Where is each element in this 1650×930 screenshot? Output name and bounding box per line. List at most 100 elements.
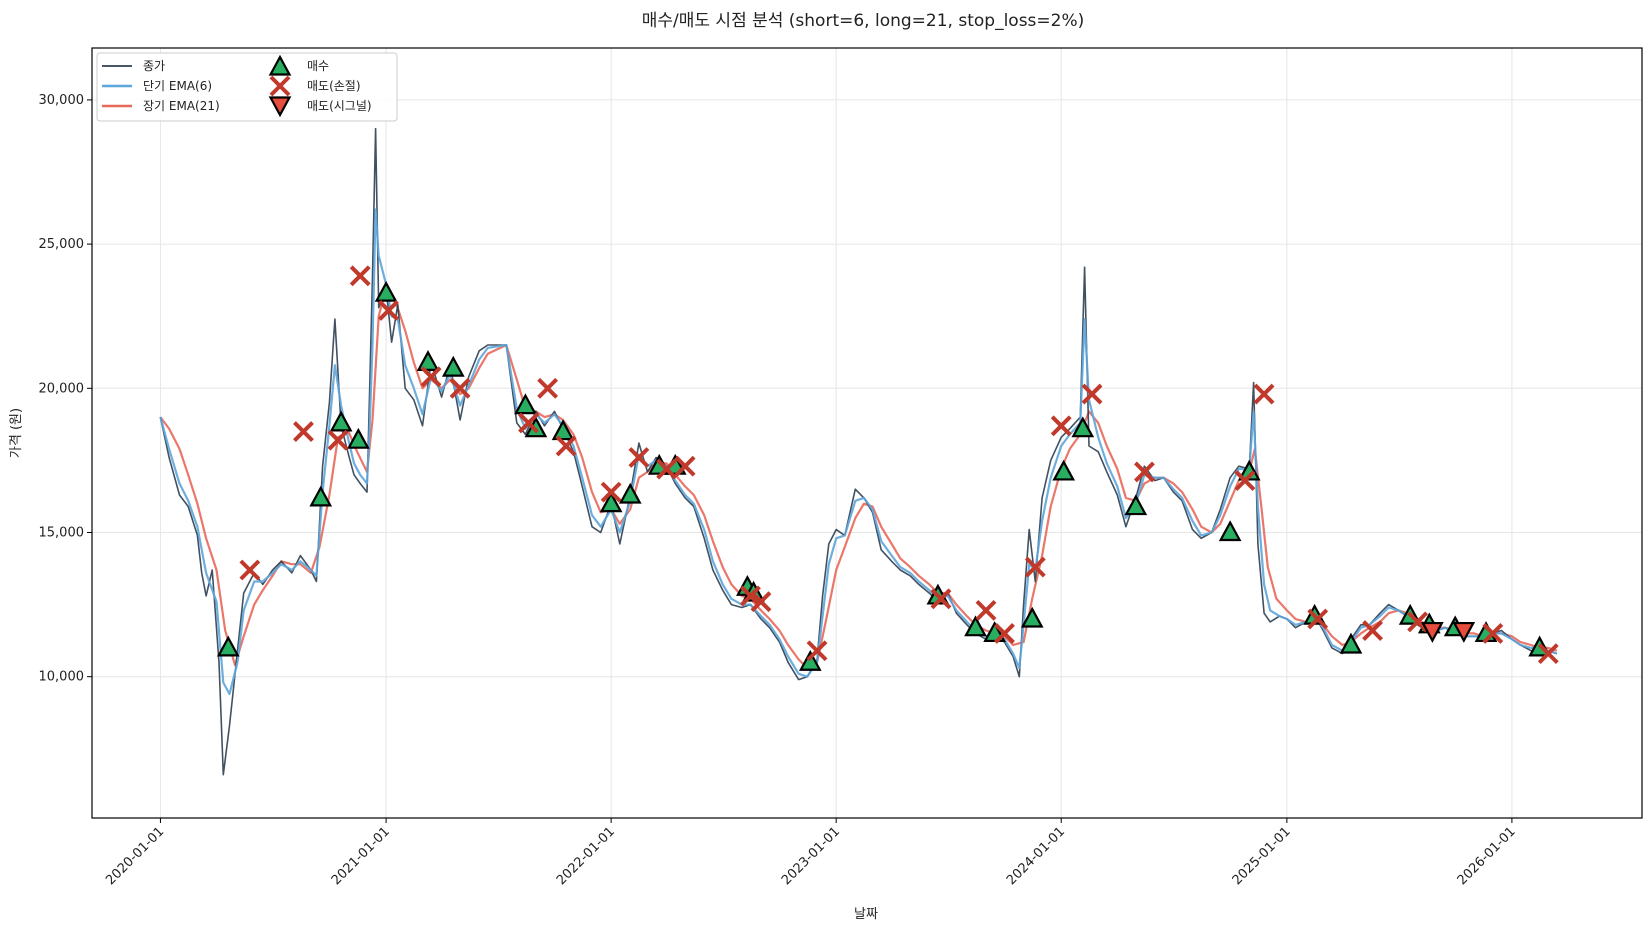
stop-loss-marker	[293, 421, 314, 442]
stop-loss-marker	[994, 623, 1015, 644]
y-tick-label: 20,000	[39, 381, 85, 396]
stop-loss-marker	[537, 377, 559, 399]
stop-loss-stroke	[1134, 461, 1155, 483]
legend-label-ema_short: 단기 EMA(6)	[143, 79, 212, 93]
stop-loss-stroke	[930, 588, 952, 610]
x-axis-label: 날짜	[854, 907, 878, 922]
stop-loss-marker	[628, 447, 650, 468]
buy-marker	[1237, 459, 1261, 481]
stop-loss-stroke	[293, 421, 314, 442]
stop-loss-marker	[1537, 643, 1559, 665]
stop-loss-stroke	[1234, 470, 1256, 491]
stop-loss-marker	[930, 588, 952, 610]
chart-title: 매수/매도 시점 분석 (short=6, long=21, stop_loss…	[642, 11, 1085, 31]
stop-loss-stroke	[537, 377, 559, 399]
stop-loss-marker	[1482, 623, 1504, 644]
legend-label-buy: 매수	[307, 59, 329, 73]
y-tick-label: 30,000	[39, 93, 85, 108]
legend-swatch-stop-loss	[269, 75, 291, 97]
stop-loss-stroke	[1081, 383, 1103, 405]
stop-loss-marker	[600, 481, 622, 503]
series-line-close	[159, 127, 1558, 776]
stop-loss-stroke	[327, 429, 349, 451]
stop-loss-stroke	[994, 623, 1015, 644]
stop-loss-stroke	[1537, 643, 1559, 665]
stop-loss-marker	[1050, 415, 1072, 437]
stop-loss-marker	[1307, 608, 1329, 630]
legend-label-close: 종가	[143, 59, 165, 73]
buy-marker	[216, 635, 240, 657]
stop-loss-stroke	[269, 75, 291, 97]
legend-label-ema_long: 장기 EMA(21)	[143, 99, 220, 113]
stop-loss-marker	[1134, 461, 1155, 483]
stop-loss-stroke	[1482, 623, 1504, 644]
stop-loss-stroke	[975, 599, 997, 621]
buy-marker	[618, 482, 642, 504]
stop-loss-marker	[1362, 620, 1383, 641]
legend-swatch-signal-sell	[268, 96, 292, 118]
buy-marker	[374, 280, 398, 302]
stop-loss-stroke	[378, 300, 399, 321]
stop-loss-stroke	[674, 455, 696, 477]
stop-loss-stroke	[1362, 620, 1383, 641]
stop-loss-marker	[420, 366, 442, 388]
stop-loss-stroke	[750, 591, 772, 613]
stop-loss-marker	[449, 377, 471, 399]
stop-loss-stroke	[1253, 383, 1275, 405]
stop-loss-marker	[239, 559, 261, 581]
stop-loss-marker	[975, 599, 997, 621]
buy-marker	[329, 410, 353, 432]
stop-loss-marker	[555, 435, 577, 457]
stop-loss-stroke	[1024, 556, 1046, 578]
stop-loss-marker	[349, 265, 371, 287]
stop-loss-stroke	[1307, 608, 1329, 630]
stop-loss-stroke	[806, 640, 828, 662]
buy-marker	[551, 419, 575, 441]
stop-loss-marker	[1253, 383, 1275, 405]
signal-sell-marker	[1421, 621, 1444, 643]
stop-loss-marker	[1234, 470, 1256, 491]
stop-loss-stroke	[600, 481, 622, 503]
y-tick-label: 15,000	[39, 525, 85, 540]
buy-marker	[599, 491, 623, 513]
legend-box	[96, 52, 398, 122]
stop-loss-marker	[1081, 383, 1103, 405]
signal-markers	[216, 265, 1559, 671]
buy-marker	[1071, 416, 1095, 438]
stop-loss-stroke	[740, 585, 761, 607]
stop-loss-marker	[1407, 611, 1428, 633]
stop-loss-stroke	[555, 435, 577, 457]
stop-loss-stroke	[239, 559, 261, 581]
buy-marker	[514, 393, 537, 415]
stop-loss-stroke	[1050, 415, 1072, 437]
buy-marker	[964, 615, 987, 637]
buy-marker	[346, 427, 370, 449]
buy-marker	[1052, 459, 1076, 481]
stop-loss-marker	[518, 412, 539, 434]
stop-loss-stroke	[420, 366, 442, 388]
buy-marker	[1218, 520, 1242, 542]
stop-loss-stroke	[628, 447, 650, 468]
buy-marker	[798, 649, 822, 671]
stop-loss-stroke	[449, 377, 471, 399]
buy-marker	[1020, 606, 1044, 628]
legend-swatch-buy	[268, 54, 292, 76]
buy-marker	[416, 350, 440, 371]
stop-loss-marker	[806, 640, 828, 662]
signal-sell-marker	[1452, 621, 1476, 643]
stop-loss-marker	[674, 455, 696, 477]
legend-label-signal_sell: 매도(시그널)	[307, 99, 372, 113]
stop-loss-stroke	[518, 412, 539, 434]
buy-marker	[309, 485, 333, 507]
plot-area	[91, 47, 1643, 819]
stop-loss-marker	[327, 429, 349, 451]
y-axis-label: 가격 (원)	[9, 408, 24, 458]
stop-loss-marker	[1024, 556, 1046, 578]
stop-loss-marker	[656, 458, 678, 480]
y-tick-label: 10,000	[39, 670, 85, 685]
y-tick-label: 25,000	[39, 237, 85, 252]
buy-marker	[441, 355, 465, 377]
stop-loss-stroke	[656, 458, 678, 480]
